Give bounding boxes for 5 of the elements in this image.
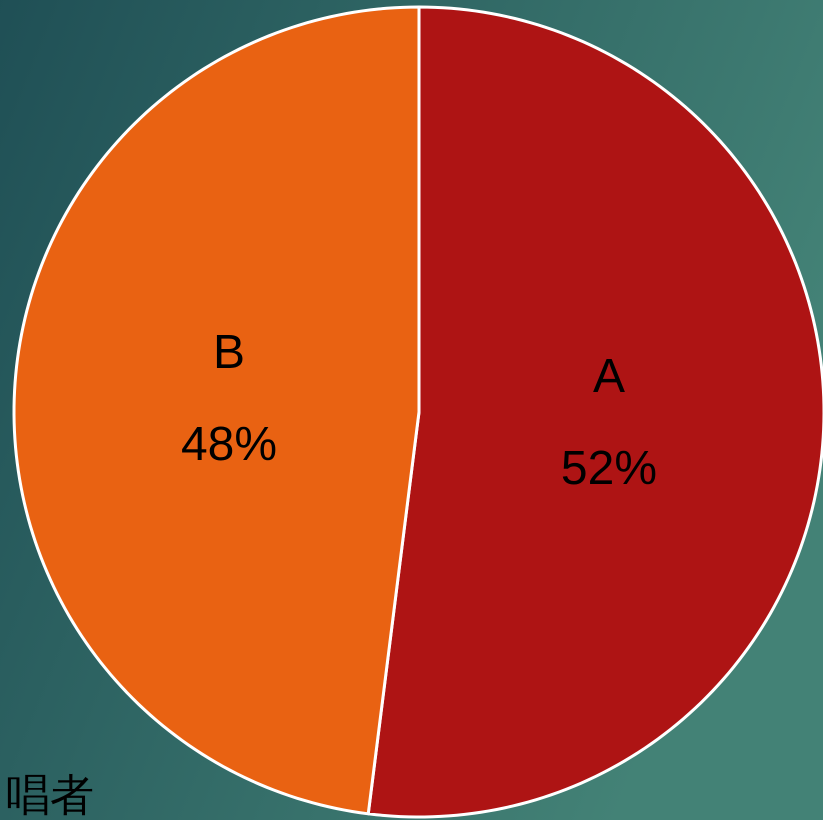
slice-label: B bbox=[213, 326, 246, 380]
text: 唱者 bbox=[6, 771, 94, 820]
data-label: 52% bbox=[560, 442, 658, 495]
slice-label: A bbox=[592, 350, 625, 403]
data-label: 48% bbox=[180, 418, 278, 472]
